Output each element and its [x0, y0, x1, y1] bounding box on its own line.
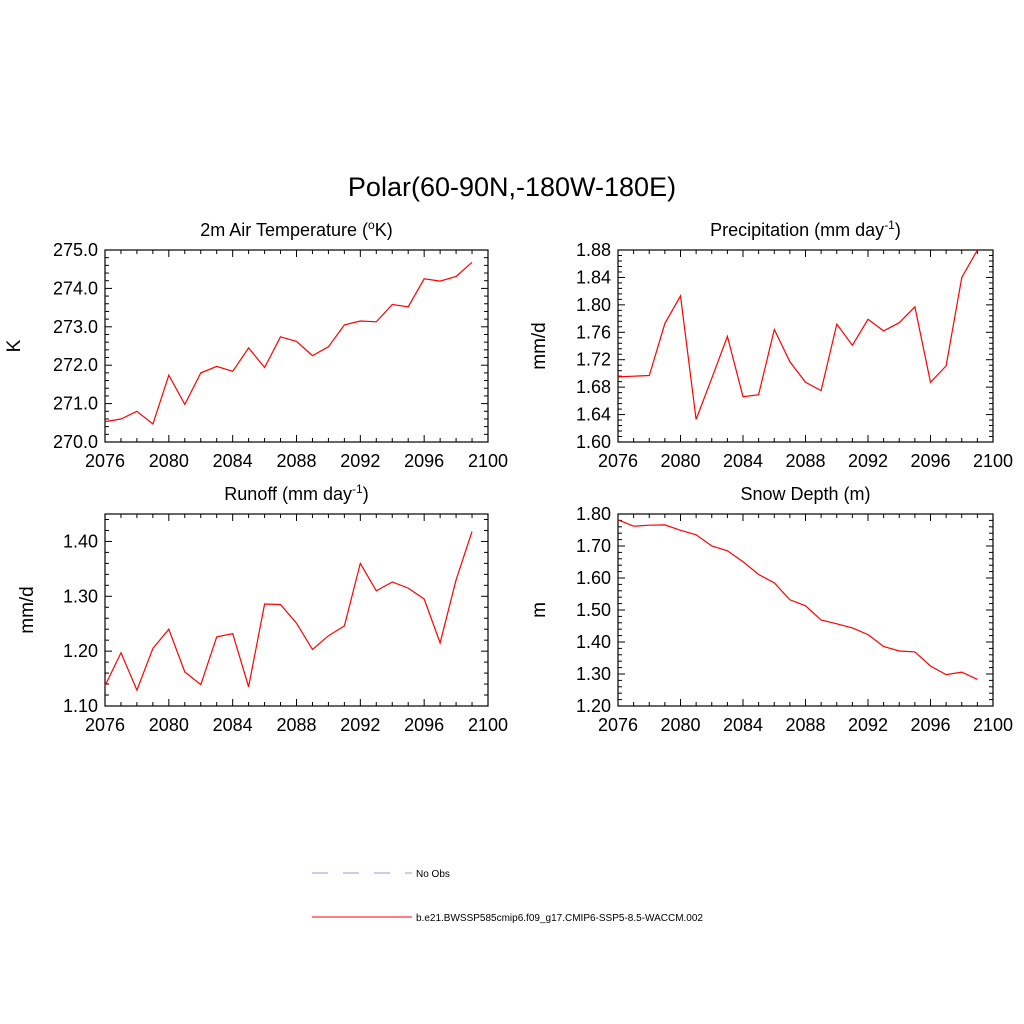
x-tick-label: 2088 [276, 451, 316, 471]
x-tick-label: 2100 [468, 715, 508, 735]
x-tick-label: 2092 [848, 451, 888, 471]
x-tick-label: 2100 [973, 715, 1013, 735]
y-tick-label: 1.64 [576, 405, 611, 425]
y-tick-label: 1.88 [576, 240, 611, 260]
series-line [104, 531, 473, 692]
panel-3: Runoff (mm day-1) 2076 2080 2084 2088 2092 209… [17, 482, 508, 735]
x-tick-label: 2100 [468, 451, 508, 471]
y-tick-label: 1.20 [576, 696, 611, 716]
y-tick-label: 1.50 [576, 600, 611, 620]
series-line [617, 519, 978, 680]
plot-frame [617, 513, 994, 707]
panel-4: Snow Depth (m) 2076 2080 2084 2088 2092 2096 21… [529, 484, 1013, 735]
x-tick-label: 2076 [85, 715, 125, 735]
y-tick-label: 1.80 [576, 504, 611, 524]
legend-label: No Obs [416, 869, 450, 880]
series-line [617, 249, 978, 420]
panel-title: 2m Air Temperature (oK) [200, 218, 392, 240]
legend: No Obs b.e21.BWSSP585cmip6.f09_g17.CMIP6-… [312, 869, 703, 924]
x-tick-label: 2084 [213, 715, 253, 735]
x-tick-label: 2084 [213, 451, 253, 471]
x-tick-label: 2084 [723, 715, 763, 735]
x-tick-label: 2080 [660, 715, 700, 735]
legend-label: b.e21.BWSSP585cmip6.f09_g17.CMIP6-SSP5-8… [416, 913, 703, 924]
y-tick-label: 274.0 [53, 278, 98, 298]
x-tick-label: 2076 [85, 451, 125, 471]
y-tick-label: 1.40 [63, 531, 98, 551]
figure-title: Polar(60-90N,-180W-180E) [348, 172, 676, 202]
y-tick-label: 1.68 [576, 377, 611, 397]
x-tick-label: 2096 [404, 451, 444, 471]
x-tick-label: 2076 [598, 451, 638, 471]
y-tick-label: 273.0 [53, 317, 98, 337]
x-tick-label: 2096 [910, 715, 950, 735]
y-axis-label: mm/d [17, 586, 38, 634]
series-line [104, 261, 473, 426]
panel-2: Precipitation (mm day-1) 2076 2080 2084 2088… [529, 218, 1013, 471]
y-tick-label: 1.60 [576, 432, 611, 452]
x-tick-label: 2100 [973, 451, 1013, 471]
plot-frame [104, 513, 489, 707]
x-tick-label: 2088 [785, 715, 825, 735]
x-tick-label: 2076 [598, 715, 638, 735]
x-tick-label: 2096 [910, 451, 950, 471]
y-tick-label: 1.40 [576, 632, 611, 652]
y-tick-label: 1.80 [576, 295, 611, 315]
y-tick-label: 271.0 [53, 394, 98, 414]
plot-frame [104, 249, 489, 443]
y-tick-label: 1.20 [63, 641, 98, 661]
y-axis-label: K [4, 339, 25, 352]
x-tick-label: 2080 [660, 451, 700, 471]
y-tick-label: 1.76 [576, 322, 611, 342]
y-tick-label: 1.72 [576, 350, 611, 370]
y-tick-label: 1.84 [576, 267, 611, 287]
x-tick-label: 2084 [723, 451, 763, 471]
panel-title: Precipitation (mm day-1) [710, 218, 901, 240]
x-tick-label: 2096 [404, 715, 444, 735]
y-tick-label: 1.10 [63, 696, 98, 716]
panel-title: Runoff (mm day-1) [224, 482, 368, 504]
y-tick-label: 270.0 [53, 432, 98, 452]
y-tick-label: 1.30 [576, 664, 611, 684]
x-tick-label: 2092 [848, 715, 888, 735]
x-tick-label: 2088 [785, 451, 825, 471]
x-tick-label: 2088 [276, 715, 316, 735]
x-tick-label: 2080 [149, 715, 189, 735]
plot-frame [617, 249, 994, 443]
y-tick-label: 275.0 [53, 240, 98, 260]
panel-1: 2m Air Temperature (oK) 2076 2080 2084 2088 2… [4, 218, 508, 471]
x-tick-label: 2092 [340, 715, 380, 735]
y-tick-label: 1.30 [63, 586, 98, 606]
y-axis-label: mm/d [529, 322, 550, 370]
y-tick-label: 1.60 [576, 568, 611, 588]
panel-title: Snow Depth (m) [740, 484, 870, 504]
y-tick-label: 272.0 [53, 355, 98, 375]
x-tick-label: 2080 [149, 451, 189, 471]
y-tick-label: 1.70 [576, 536, 611, 556]
y-axis-label: m [529, 602, 550, 618]
x-tick-label: 2092 [340, 451, 380, 471]
